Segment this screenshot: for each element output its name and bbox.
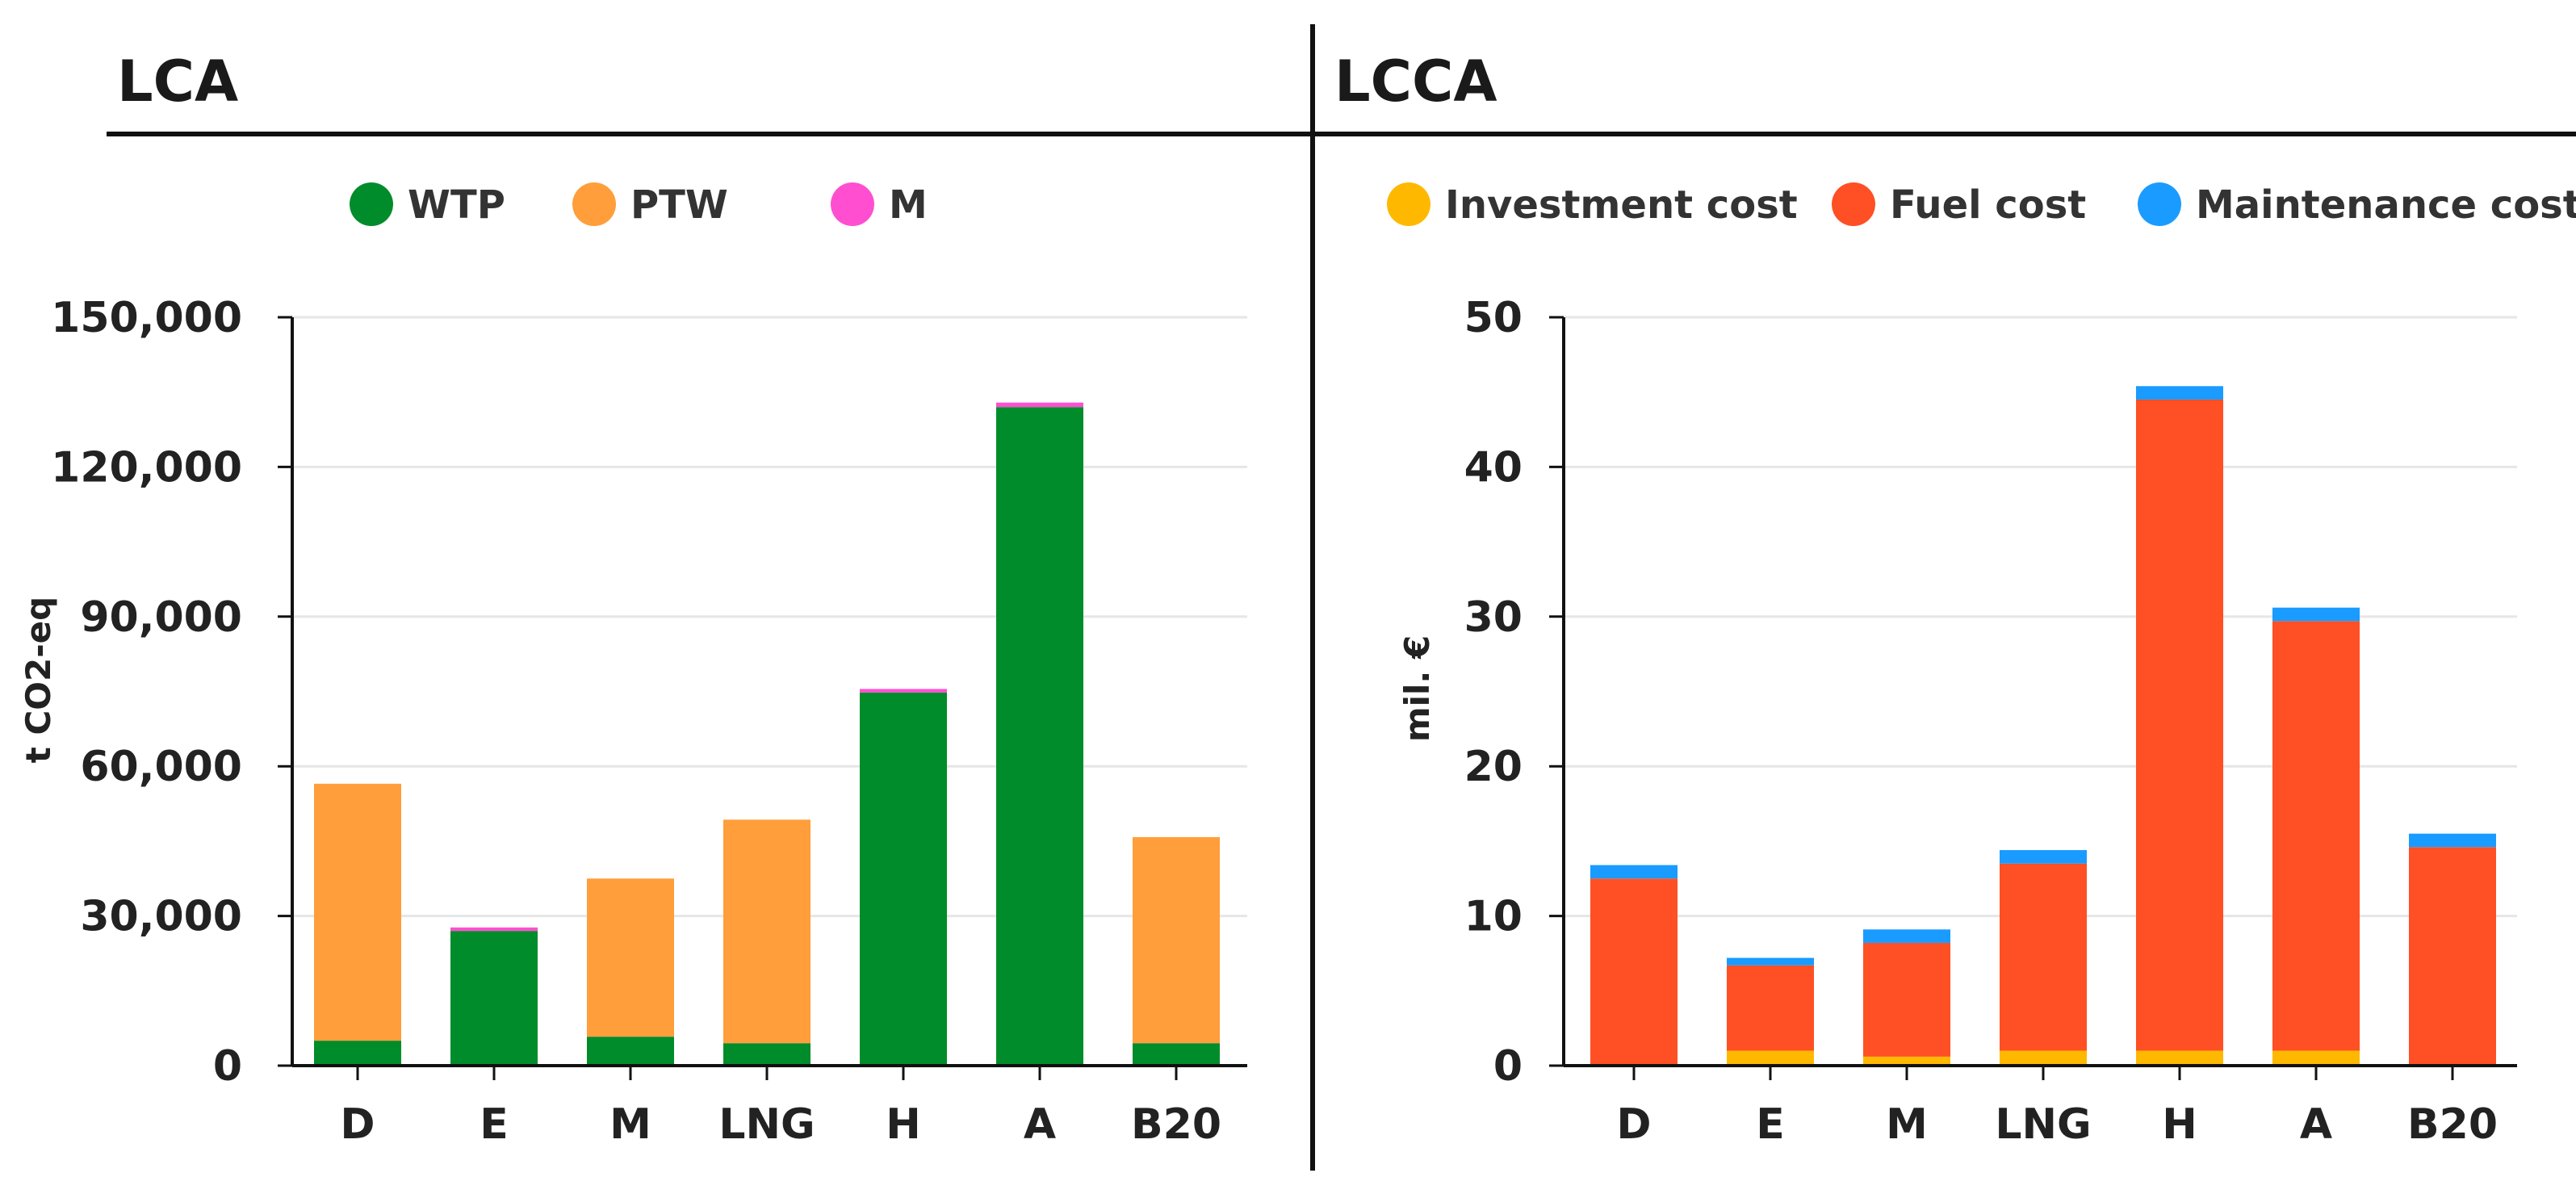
lcca-bar-fuel-cost-e <box>1727 965 1814 1051</box>
lcca-bar-fuel-cost-lng <box>2000 863 2087 1051</box>
lca-x-tick-label-h: H <box>886 1100 921 1149</box>
lcca-bar-fuel-cost-d <box>1590 878 1678 1066</box>
lcca-y-tick-label: 40 <box>1464 443 1523 492</box>
lcca-y-axis-label: mil. € <box>1397 635 1437 742</box>
lcca-bar-maintenance-cost-b20 <box>2409 833 2496 848</box>
lcca-legend-label-maintenance-cost: Maintenance cost <box>2196 182 2576 228</box>
lca-x-tick-label-m: M <box>609 1100 651 1149</box>
lcca-x-tick-label-e: E <box>1756 1100 1785 1149</box>
lcca-legend-marker-investment-cost <box>1387 182 1430 226</box>
lca-bar-wtp-a <box>996 407 1083 1066</box>
lcca-y-tick-label: 50 <box>1464 294 1523 342</box>
lcca-bar-maintenance-cost-h <box>2136 386 2223 400</box>
lcca-x-tick-label-lng: LNG <box>1995 1100 2091 1149</box>
lcca-bar-maintenance-cost-a <box>2272 607 2360 622</box>
lca-legend-marker-ptw <box>572 182 616 226</box>
lca-y-tick-label: 90,000 <box>80 593 242 642</box>
lca-bar-wtp-h <box>860 692 947 1066</box>
lcca-bar-maintenance-cost-e <box>1727 957 1814 966</box>
lcca-y-tick-label: 10 <box>1464 893 1523 941</box>
lca-x-tick-label-d: D <box>340 1100 375 1149</box>
lca-bar-wtp-d <box>314 1041 401 1066</box>
lca-x-tick-label-a: A <box>1024 1100 1056 1149</box>
lca-bar-wtp-m <box>587 1037 674 1066</box>
lcca-x-tick-label-b20: B20 <box>2407 1100 2498 1149</box>
lcca-x-tick-label-a: A <box>2300 1100 2332 1149</box>
lca-bar-ptw-m <box>587 878 674 1037</box>
lca-y-axis-label: t CO2-eq <box>19 597 58 763</box>
lcca-y-tick-label: 30 <box>1464 593 1523 642</box>
lca-bar-m-e <box>450 927 538 932</box>
lcca-legend: Investment cost Fuel cost Maintenance cost <box>1387 182 2576 228</box>
lca-bar-wtp-lng <box>723 1043 810 1066</box>
lcca-bar-maintenance-cost-lng <box>2000 850 2087 864</box>
lcca-legend-marker-maintenance-cost <box>2138 182 2181 226</box>
lca-legend: WTP PTW M <box>350 182 928 228</box>
lca-legend-marker-wtp <box>350 182 393 226</box>
lca-bar-ptw-lng <box>723 819 810 1044</box>
lca-bar-ptw-d <box>314 783 401 1041</box>
lca-y-tick-label: 60,000 <box>80 743 242 791</box>
lca-y-tick-label: 120,000 <box>51 443 242 492</box>
lcca-bar-investment-cost-m <box>1863 1056 1950 1066</box>
lcca-bar-fuel-cost-b20 <box>2409 847 2496 1066</box>
lca-bar-wtp-b20 <box>1133 1043 1220 1066</box>
lcca-bar-investment-cost-e <box>1727 1050 1814 1066</box>
lca-x-tick-label-e: E <box>480 1100 509 1149</box>
lcca-bar-investment-cost-lng <box>2000 1050 2087 1066</box>
lcca-bar-fuel-cost-h <box>2136 399 2223 1051</box>
lcca-bar-investment-cost-h <box>2136 1050 2223 1066</box>
lcca-bar-maintenance-cost-m <box>1863 929 1950 943</box>
lca-x-tick-label-lng: LNG <box>718 1100 815 1149</box>
lca-y-tick-label: 30,000 <box>80 893 242 941</box>
lca-title: LCA <box>117 48 238 115</box>
lca-bar-wtp-e <box>450 931 538 1066</box>
lcca-bar-maintenance-cost-d <box>1590 865 1678 879</box>
lcca-bar-fuel-cost-m <box>1863 942 1950 1057</box>
lca-bar-ptw-b20 <box>1133 836 1220 1044</box>
lca-legend-marker-m <box>831 182 874 226</box>
lcca-y-tick-label: 0 <box>1493 1042 1523 1091</box>
lcca-x-tick-label-h: H <box>2162 1100 2197 1149</box>
lcca-bar-fuel-cost-a <box>2272 621 2360 1051</box>
lca-legend-label-ptw: PTW <box>630 182 728 228</box>
lca-legend-label-m: M <box>889 182 928 228</box>
lca-x-tick-label-b20: B20 <box>1131 1100 1221 1149</box>
lcca-y-tick-label: 20 <box>1464 743 1523 791</box>
lcca-legend-marker-fuel-cost <box>1832 182 1875 226</box>
lca-bar-m-h <box>860 689 947 693</box>
lca-y-tick-label: 150,000 <box>51 294 242 342</box>
lca-bar-m-a <box>996 402 1083 408</box>
lca-legend-label-wtp: WTP <box>408 182 505 228</box>
lcca-bar-investment-cost-a <box>2272 1050 2360 1066</box>
lcca-x-tick-label-d: D <box>1616 1100 1651 1149</box>
lcca-x-tick-label-m: M <box>1886 1100 1928 1149</box>
lca-y-tick-label: 0 <box>213 1042 242 1091</box>
lcca-plot: 0 10 20 30 40 50 D E M LNG H A B20 <box>1464 294 2517 1149</box>
lcca-legend-label-investment-cost: Investment cost <box>1445 182 1798 228</box>
lca-plot: 0 30,000 60,000 90,000 120,000 150,000 D E M LNG H… <box>51 294 1247 1149</box>
lcca-title: LCCA <box>1334 48 1497 115</box>
lcca-legend-label-fuel-cost: Fuel cost <box>1890 182 2086 228</box>
